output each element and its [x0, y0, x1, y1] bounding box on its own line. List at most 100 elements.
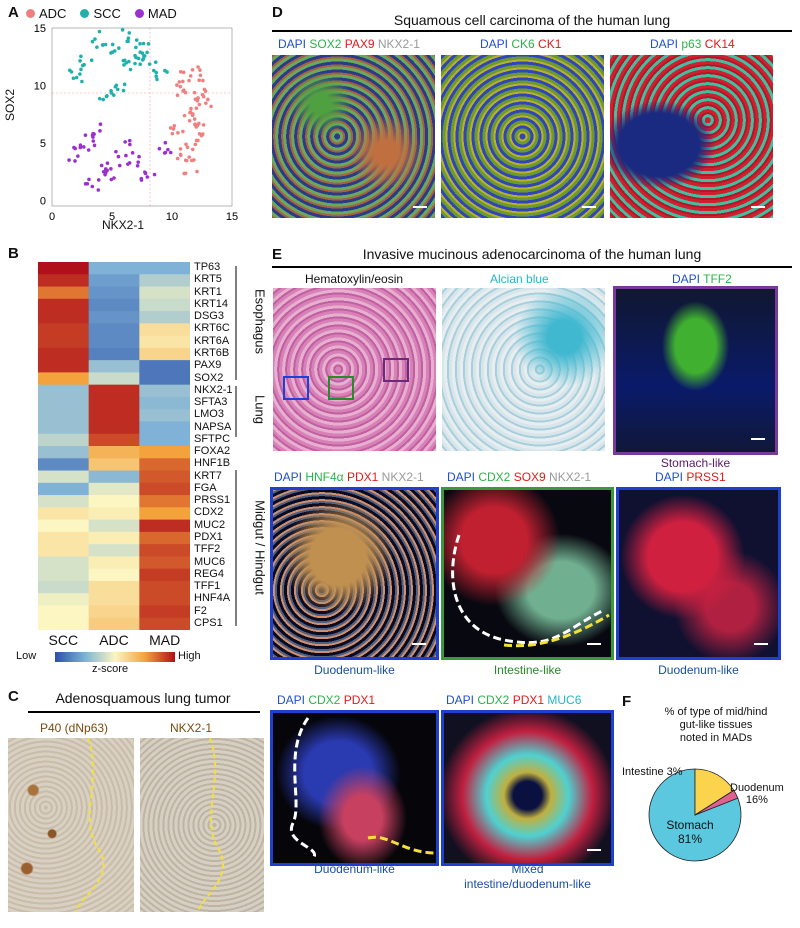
heatmap-cell	[38, 347, 90, 361]
heatmap-cell	[139, 617, 190, 630]
heatmap-cell	[38, 519, 90, 533]
scatter-point-mad	[99, 163, 104, 168]
scatter-point-mad	[81, 145, 86, 149]
scatter-point-mad	[145, 175, 150, 179]
scatter-point-scc	[155, 77, 159, 82]
scatter-point-adc	[182, 113, 187, 118]
scatter-point-mad	[127, 161, 132, 165]
heatmap-row-label: KRT14	[194, 297, 229, 310]
scatter-point-adc	[188, 110, 193, 114]
scatter-point-scc	[163, 68, 167, 73]
scatter-point-scc	[69, 70, 74, 74]
tumor-border-dashed-line	[197, 738, 225, 912]
heatmap-row-label: F2	[194, 604, 207, 617]
panel-label-b: B	[8, 245, 19, 262]
stain-marker-3: MUC6	[544, 693, 582, 707]
stain-marker-3: NKX2-1	[545, 470, 592, 484]
scatter-point-mad	[105, 161, 110, 166]
group-label-lung: Lung	[252, 395, 268, 424]
scatter-point-adc	[181, 79, 185, 84]
if-image-cdx2-pdx1-muc6	[441, 710, 614, 866]
heatmap-row-label: FOXA2	[194, 445, 231, 458]
scatter-point-scc	[110, 42, 115, 47]
scatter-point-scc	[121, 88, 126, 93]
heatmap-row-label: HNF4A	[194, 592, 231, 605]
if-image-tff2	[613, 286, 778, 455]
scatter-point-adc	[194, 106, 199, 111]
heatmap-cell	[38, 507, 90, 521]
scatter-point-adc	[206, 97, 210, 102]
x-tick-label: 0	[49, 211, 55, 223]
panel-d-stain-2: DAPI CK6 CK1	[480, 37, 561, 51]
heatmap-cell	[139, 568, 190, 582]
scatter-plot: 0 5 10 15 0 5 10 15	[34, 23, 238, 223]
scatter-point-mad	[96, 188, 101, 192]
scatter-point-mad	[127, 138, 132, 143]
scatter-point-scc	[154, 70, 159, 75]
pie-label-stomach: Stomach 81%	[666, 818, 714, 846]
scatter-point-scc	[133, 53, 137, 58]
heatmap-row-label: KRT6A	[194, 334, 230, 347]
scatter-point-scc	[112, 49, 117, 53]
heatmap-cell	[38, 262, 90, 275]
heatmap-cell	[139, 335, 190, 349]
scatter-point-scc	[115, 87, 120, 92]
scatter-point-mad	[73, 159, 77, 163]
roi-box-green	[328, 376, 354, 400]
stain-marker-3: NKX2-1	[374, 37, 420, 51]
heatmap-row-label: MUC2	[194, 518, 226, 531]
heatmap-cell	[38, 274, 90, 288]
scatter-point-adc	[184, 158, 189, 163]
heatmap-cell	[38, 446, 90, 459]
heatmap-cell	[139, 458, 190, 472]
scatter-point-scc	[122, 63, 126, 67]
stain-marker-1: CDX2	[475, 470, 511, 484]
scatter-point-adc	[192, 90, 197, 95]
heatmap-row-label: CDX2	[194, 506, 224, 519]
scatter-point-mad	[143, 171, 148, 176]
heatmap-cell	[38, 593, 90, 606]
scatter-point-mad	[117, 163, 122, 168]
scatter-point-scc	[79, 54, 83, 59]
panel-e-stain-tff2: DAPI TFF2	[672, 272, 732, 286]
stain-marker-2: CK1	[534, 37, 562, 51]
scatter-point-scc	[93, 37, 97, 41]
heatmap-cell	[139, 384, 190, 398]
heatmap-row-label: KRT1	[194, 285, 222, 298]
panel-c-title: Adenosquamous lung tumor	[55, 690, 231, 706]
heatmap-cell	[38, 360, 90, 373]
heatmap-column-label: SCC	[48, 632, 79, 648]
heatmap-cell	[139, 409, 190, 422]
scatter-point-scc	[109, 91, 114, 95]
colorbar-low: Low	[16, 650, 37, 662]
panel-e-stain-row2-2: DAPI CDX2 SOX9 NKX2-1	[447, 470, 591, 484]
scatter-point-mad	[96, 178, 101, 182]
heatmap-cell	[139, 495, 190, 508]
scatter-point-scc	[71, 76, 76, 81]
scatter-point-adc	[188, 74, 193, 78]
heatmap-cell	[38, 531, 90, 545]
heatmap-cell	[88, 298, 140, 312]
scatter-point-mad	[114, 149, 118, 154]
scatter-point-mad	[76, 154, 80, 158]
scatter-point-adc	[194, 138, 199, 143]
scatter-point-adc	[196, 65, 200, 69]
scatter-point-adc	[181, 129, 185, 134]
scatter-point-scc	[117, 46, 121, 50]
heatmap-cell	[88, 311, 140, 324]
stain-marker-0: DAPI	[446, 693, 475, 707]
scatter-point-mad	[139, 176, 144, 181]
heatmap-cell	[38, 384, 90, 398]
heatmap-row-label: DSG3	[194, 310, 224, 323]
scatter-point-mad	[109, 167, 113, 171]
heatmap-cell	[88, 519, 140, 533]
heatmap-column-label: ADC	[99, 632, 129, 648]
heatmap-row-label: PRSS1	[194, 494, 231, 507]
if-image-prss1	[616, 487, 781, 660]
y-tick-label: 0	[40, 195, 46, 207]
scatter-point-scc	[145, 50, 149, 55]
scatter-point-mad	[73, 146, 77, 151]
heatmap-cell	[38, 409, 90, 422]
x-tick-label: 15	[226, 211, 238, 223]
alcian-label: Alcian blue	[490, 272, 549, 286]
